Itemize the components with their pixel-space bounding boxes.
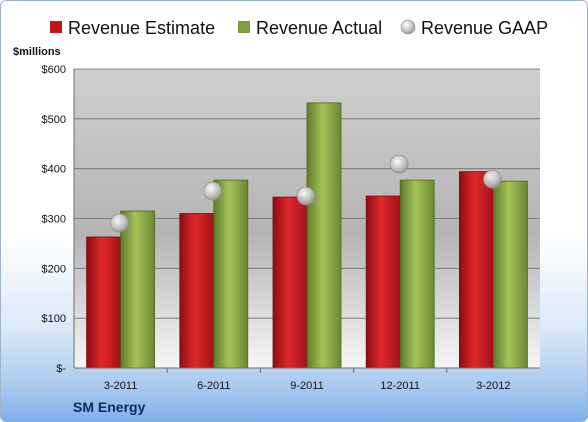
y-axis: $- $100 $200 $300 $400 $500 $600 — [42, 64, 75, 375]
x-axis: 3-2011 6-2011 9-2011 12-2011 3-2012 — [74, 367, 540, 392]
bar-revenue-estimate — [86, 236, 121, 369]
bar-revenue-estimate — [365, 195, 401, 369]
bar-revenue-actual — [399, 179, 435, 369]
legend-label-actual: Revenue Actual — [256, 18, 382, 38]
legend-swatch-gaap — [400, 19, 416, 35]
legend-swatch-estimate — [50, 21, 62, 33]
legend-label-gaap: Revenue GAAP — [421, 18, 548, 38]
x-tick-label: 6-2011 — [197, 380, 230, 392]
legend-swatch-actual — [238, 21, 250, 33]
marker-revenue-gaap — [483, 169, 502, 189]
marker-revenue-gaap — [296, 186, 316, 206]
y-tick-label: $400 — [42, 164, 66, 176]
bars — [86, 102, 528, 369]
y-tick-label: $100 — [42, 313, 66, 325]
marker-revenue-gaap — [203, 181, 223, 201]
bar-revenue-estimate — [179, 213, 215, 369]
legend: Revenue Estimate Revenue Actual Revenue … — [50, 18, 548, 38]
y-tick-label: $300 — [42, 214, 66, 226]
bar-revenue-actual — [213, 179, 249, 369]
x-tick-label: 3-2012 — [476, 380, 510, 392]
marker-revenue-gaap — [389, 154, 409, 174]
x-tick-label: 12-2011 — [380, 380, 420, 392]
y-tick-label: $- — [56, 363, 66, 375]
y-unit-label: $millions — [13, 46, 61, 58]
x-tick-label: 3-2011 — [104, 380, 137, 392]
gaap-markers — [110, 154, 502, 233]
y-tick-label: $600 — [42, 64, 66, 76]
legend-label-estimate: Revenue Estimate — [68, 18, 215, 38]
bar-revenue-estimate — [272, 196, 308, 369]
x-tick-label: 9-2011 — [290, 380, 323, 392]
y-tick-label: $200 — [42, 263, 66, 275]
bar-revenue-actual — [120, 210, 155, 369]
bar-revenue-estimate — [458, 171, 494, 369]
bar-revenue-actual — [492, 180, 528, 369]
bar-revenue-actual — [306, 102, 342, 369]
marker-revenue-gaap — [110, 213, 129, 233]
company-label: SM Energy — [73, 399, 146, 415]
y-tick-label: $500 — [42, 114, 66, 126]
